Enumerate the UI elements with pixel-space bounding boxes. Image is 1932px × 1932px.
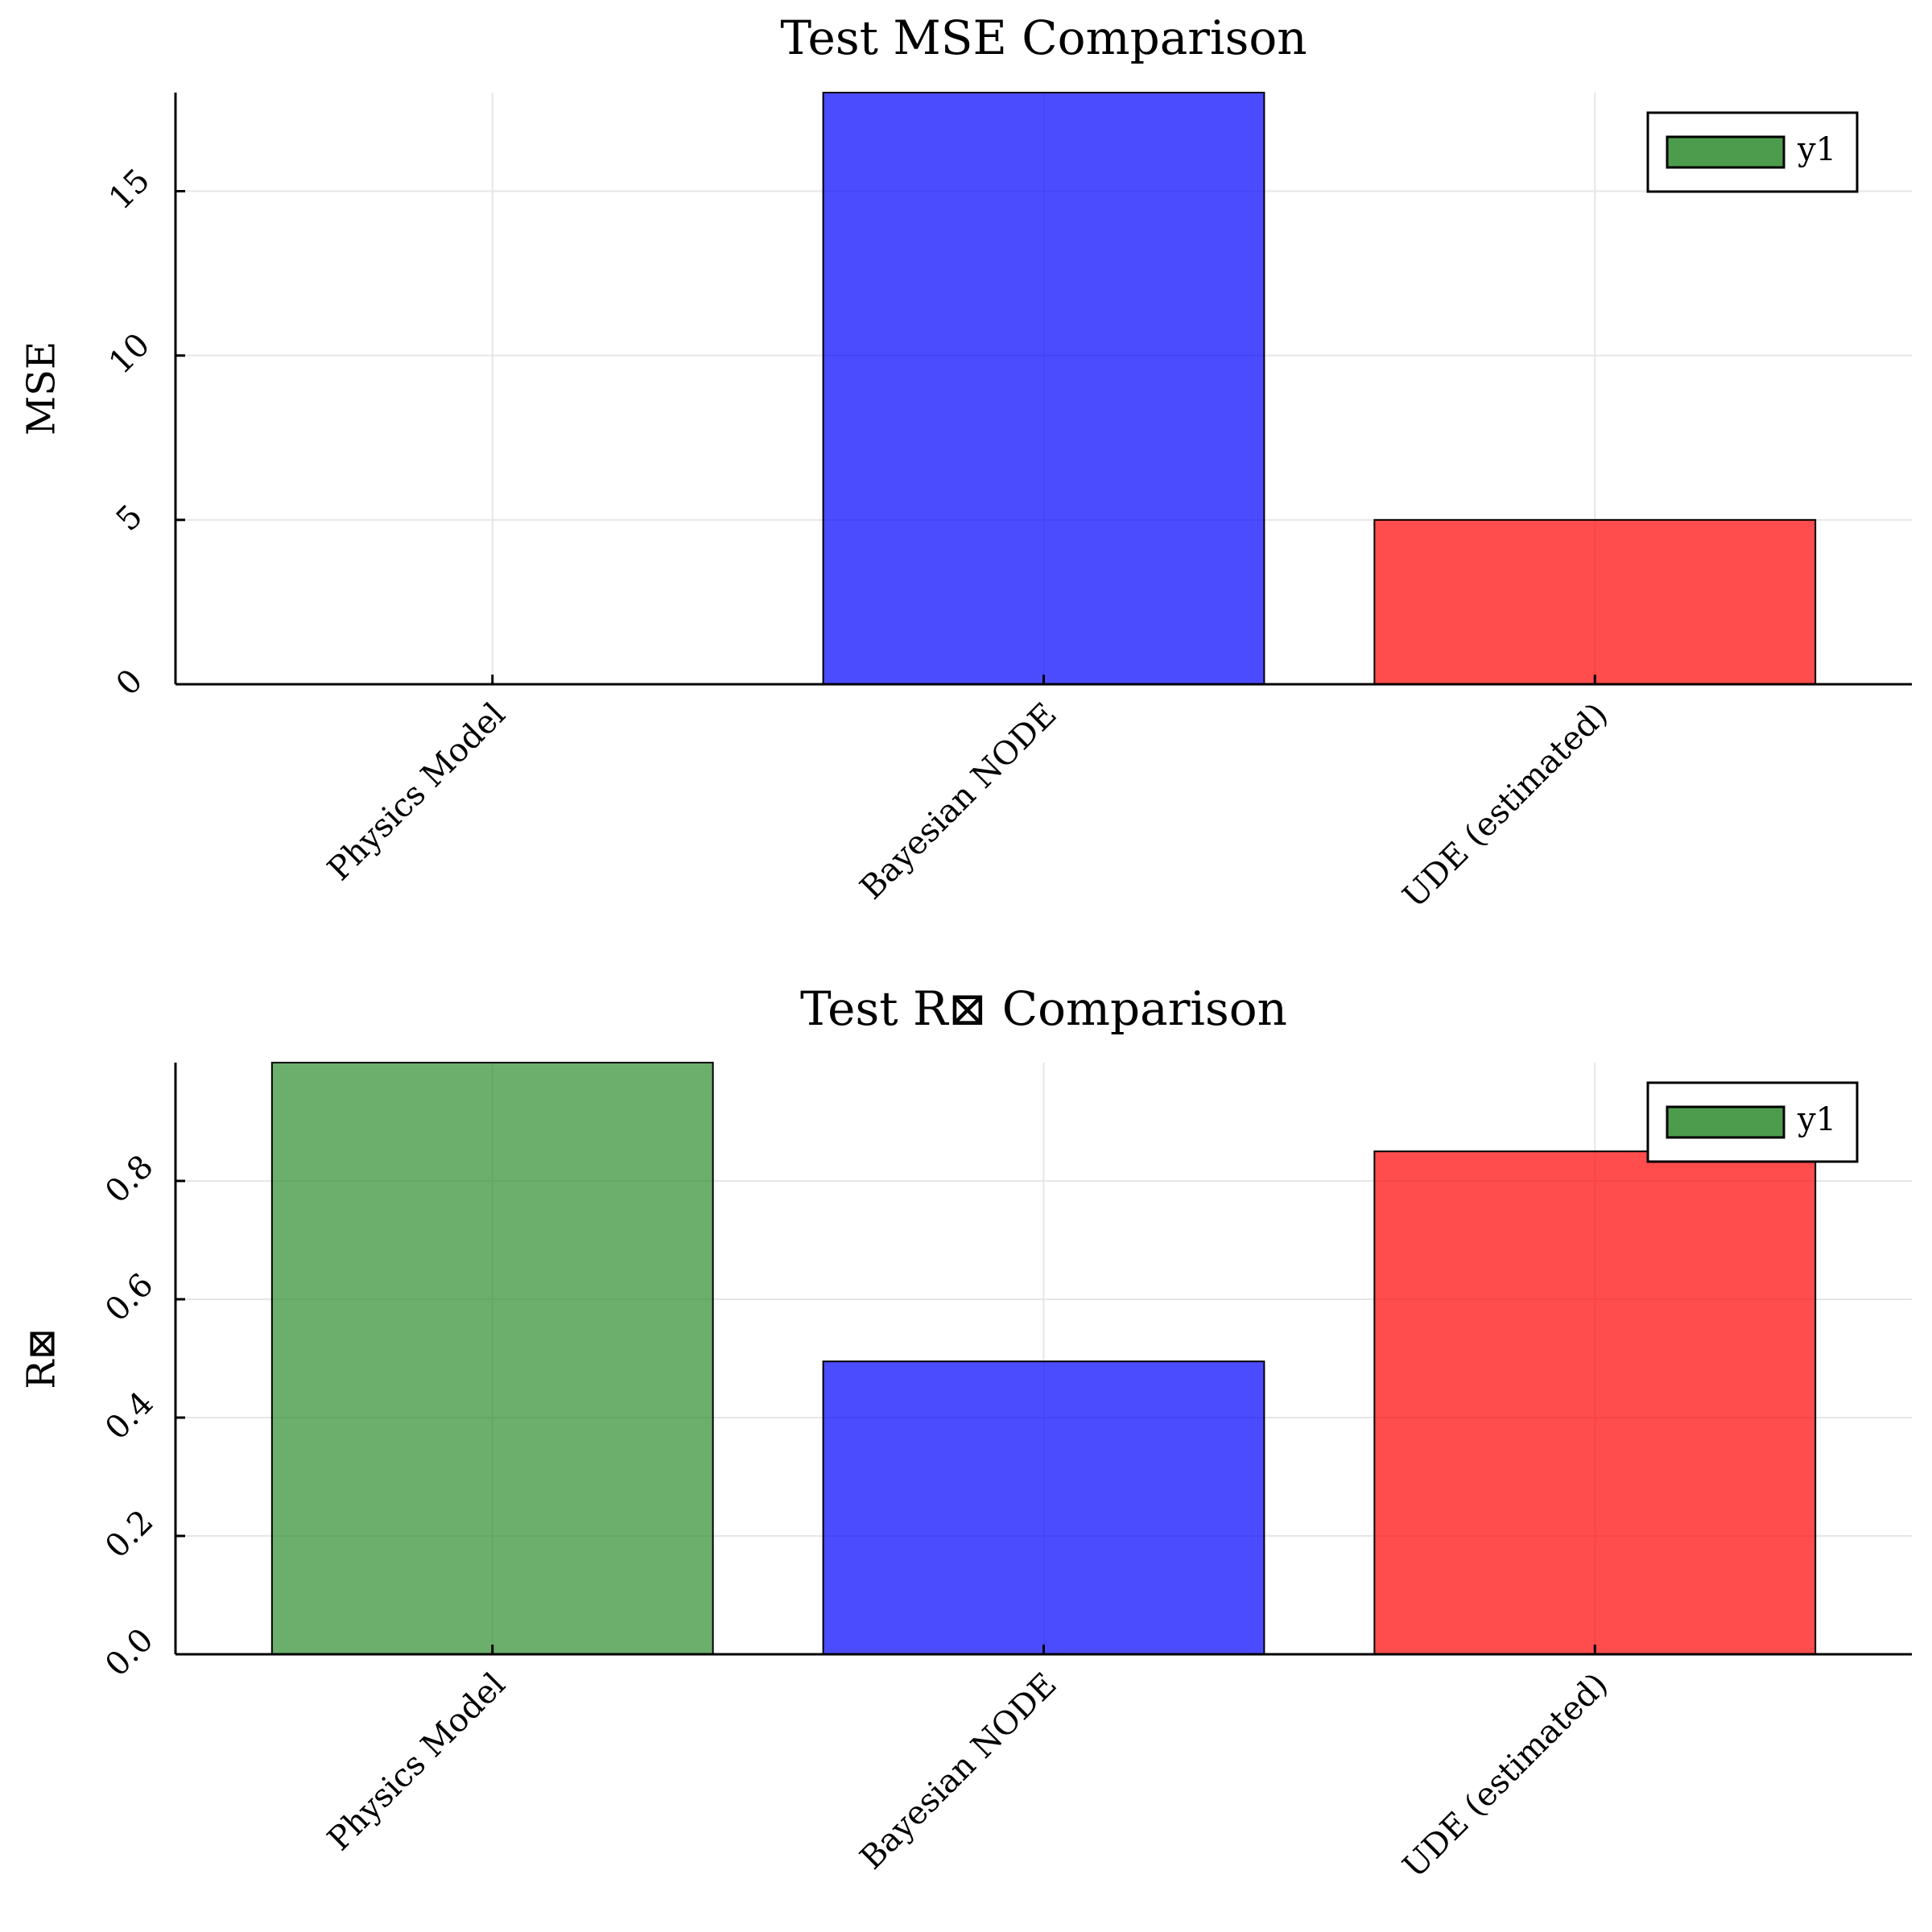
r2-bar <box>270 1062 714 1655</box>
mse-x-tick-label: Physics Model <box>320 696 513 889</box>
mse-y-tick-label: 5 <box>109 497 151 539</box>
r2-y-tick-label: 0.6 <box>98 1266 161 1329</box>
mse-legend-swatch <box>1666 135 1785 169</box>
mse-legend-label: y1 <box>1797 131 1836 168</box>
r2-y-tick-label: 0.8 <box>98 1148 161 1211</box>
r2-legend-swatch <box>1666 1105 1785 1139</box>
r2-chart-title: Test R⊠ Comparison <box>800 981 1287 1036</box>
r2-bar <box>822 1360 1265 1656</box>
mse-chart-title: Test MSE Comparison <box>780 10 1307 65</box>
r2-y-tick-label: 0.2 <box>98 1503 161 1566</box>
r2-chart-panel: 0.0 0.2 0.4 0.6 0.8 Physics Model Bayesian NOD… <box>19 981 1912 1885</box>
r2-legend-label: y1 <box>1797 1101 1836 1138</box>
mse-bar <box>822 92 1265 685</box>
mse-y-tick-label: 0 <box>109 663 151 704</box>
mse-chart-panel: 0 5 10 15 Physics Model Bayesian NODE UDE (est… <box>19 10 1912 915</box>
r2-y-tick-label: 0.0 <box>98 1621 161 1684</box>
mse-y-tick-label: 10 <box>102 326 158 382</box>
r2-y-axis-label: R⊠ <box>19 1327 64 1389</box>
r2-x-tick-label: Physics Model <box>320 1666 513 1859</box>
mse-x-tick-label: UDE (estimated) <box>1396 696 1615 915</box>
mse-y-axis-label: MSE <box>19 341 64 436</box>
r2-bar <box>1373 1150 1817 1655</box>
r2-x-tick-label: Bayesian NODE <box>853 1666 1064 1877</box>
mse-x-tick-label: Bayesian NODE <box>853 696 1064 907</box>
r2-x-tick-label: UDE (estimated) <box>1396 1666 1615 1885</box>
mse-bar <box>1373 518 1817 685</box>
r2-y-tick-label: 0.4 <box>98 1385 161 1447</box>
mse-y-tick-label: 15 <box>102 162 158 217</box>
